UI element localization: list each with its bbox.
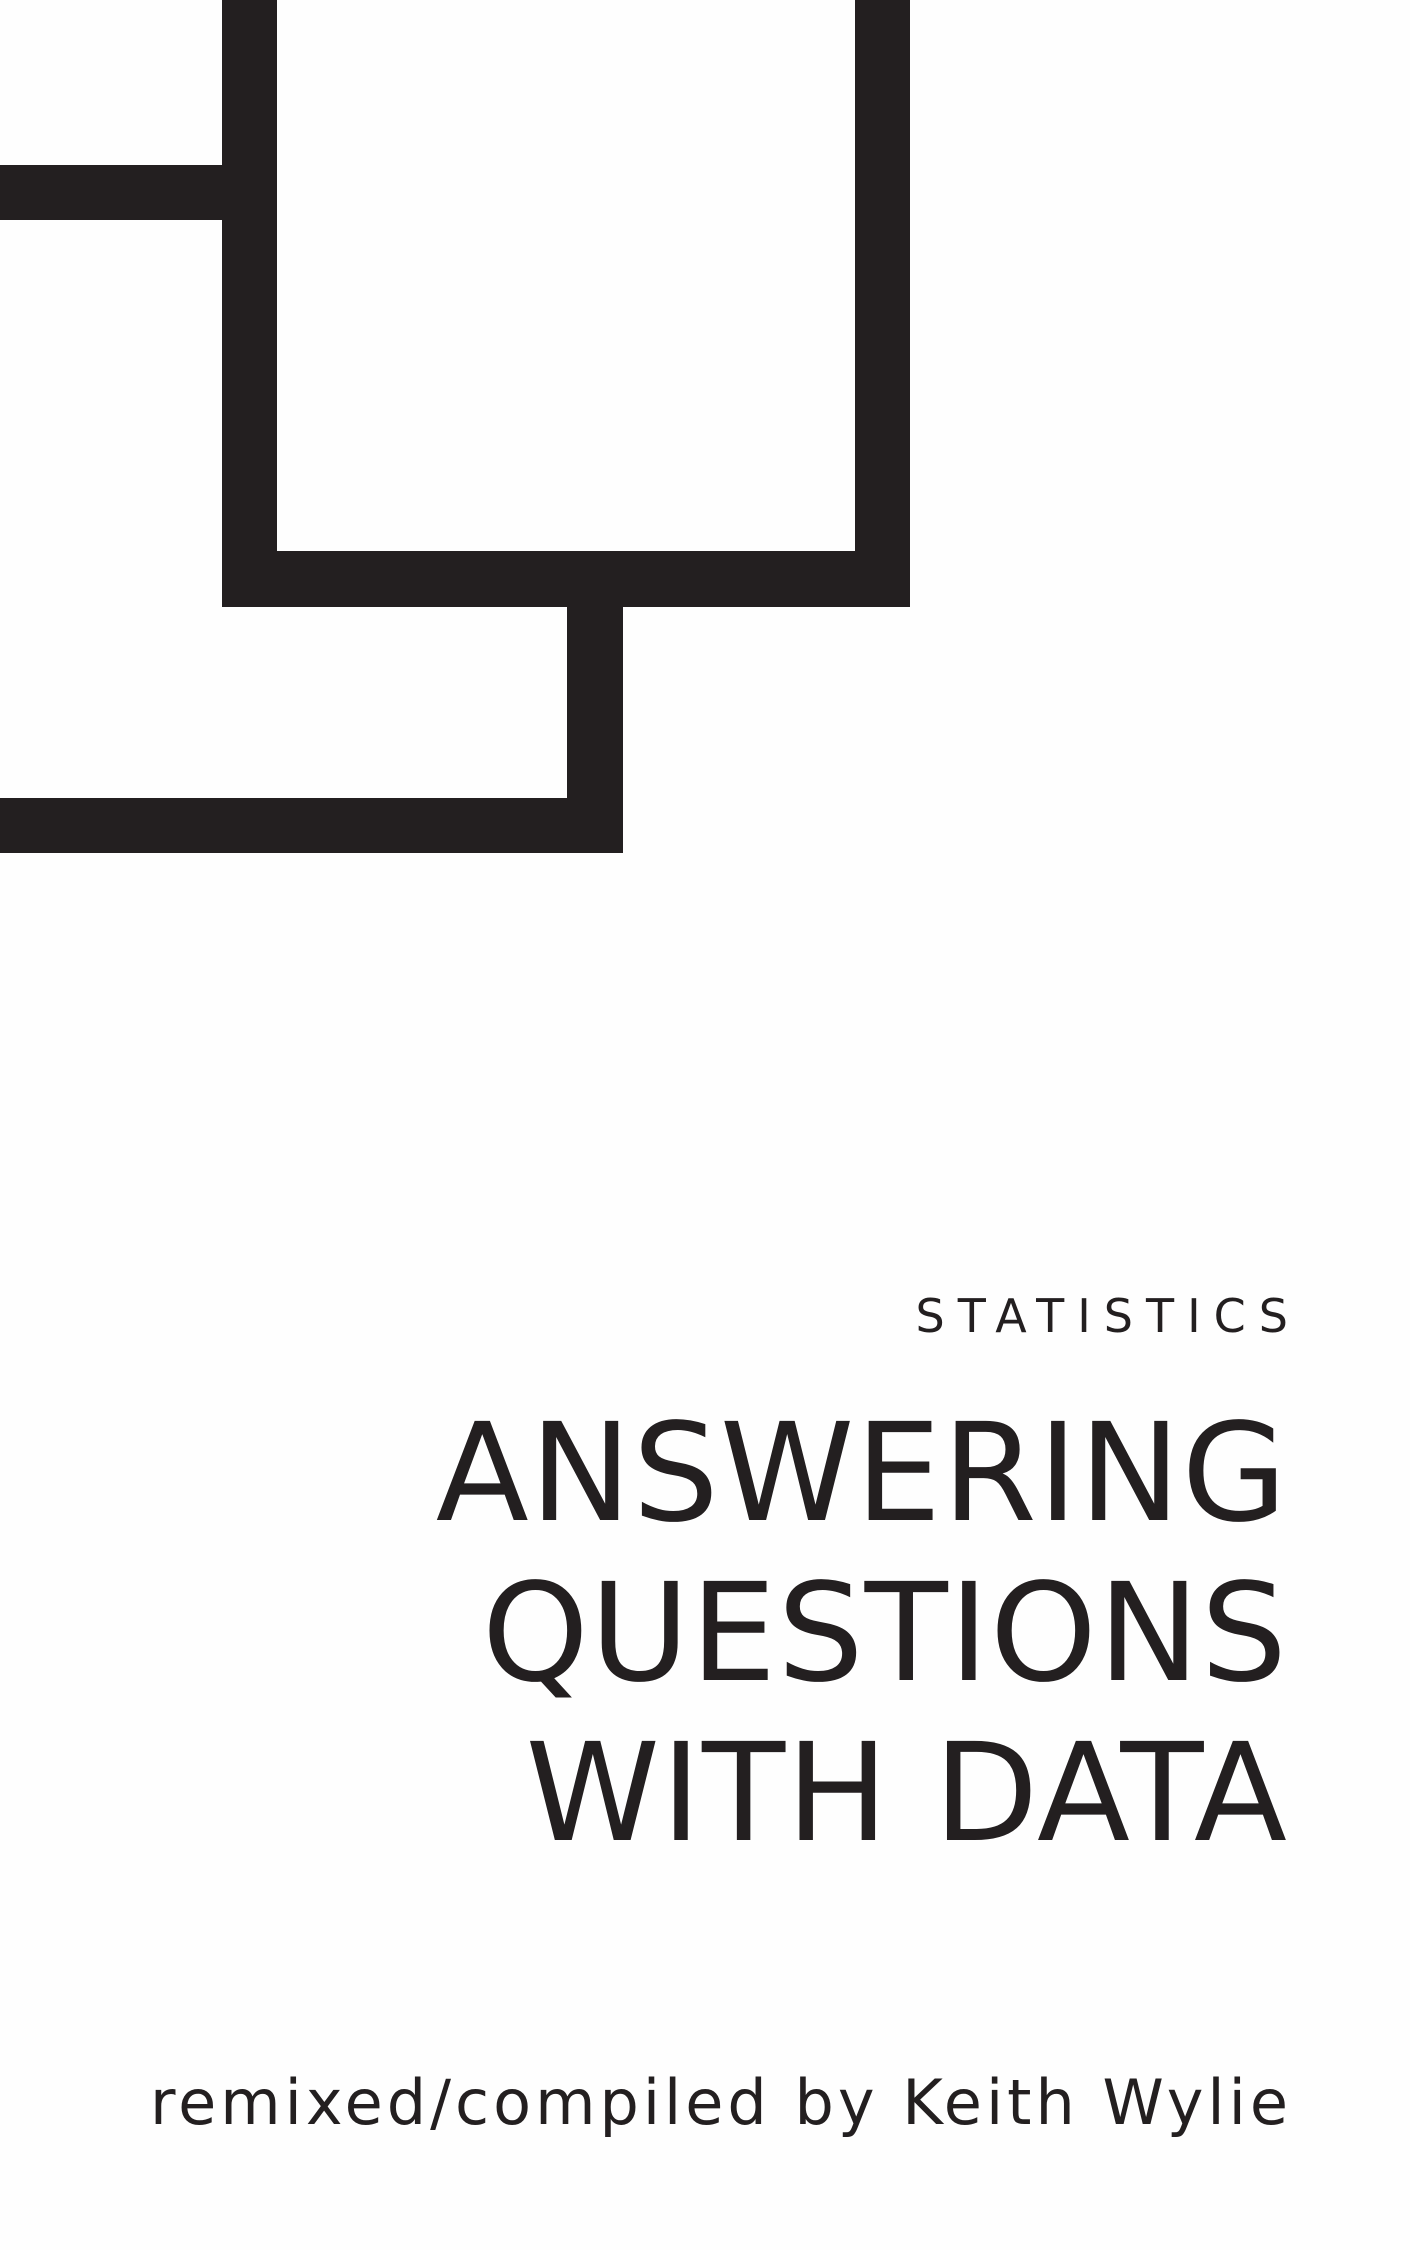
title-line: ANSWERING bbox=[435, 1395, 1288, 1553]
author-credit: remixed/compiled by Keith Wylie bbox=[149, 2066, 1292, 2139]
title-line: WITH DATA bbox=[525, 1715, 1288, 1873]
line-art-segment bbox=[222, 551, 910, 607]
line-art-segment bbox=[222, 0, 277, 607]
title-line: QUESTIONS bbox=[481, 1555, 1288, 1713]
category-label: STATISTICS bbox=[915, 1289, 1301, 1343]
book-title: ANSWERING QUESTIONS WITH DATA bbox=[436, 1394, 1288, 1874]
line-art-segment bbox=[0, 165, 277, 220]
line-art-segment bbox=[0, 798, 623, 853]
line-art-segment bbox=[855, 0, 910, 607]
